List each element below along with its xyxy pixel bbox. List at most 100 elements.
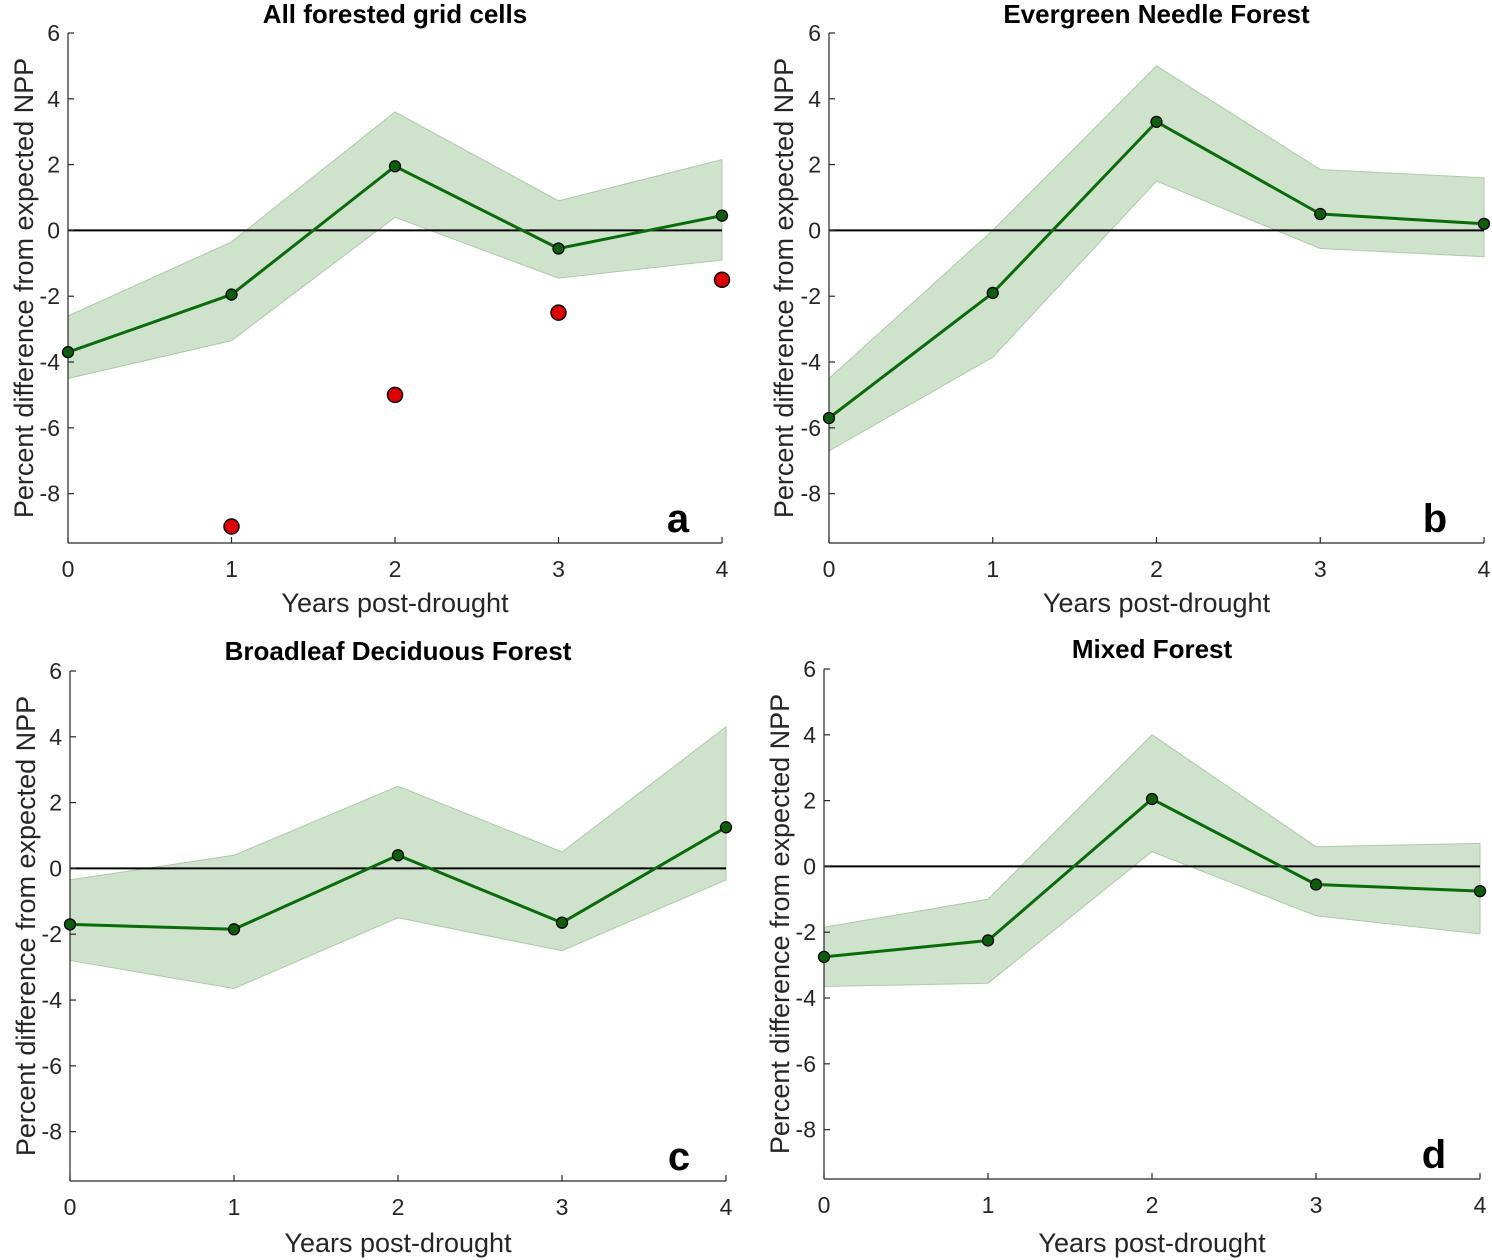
y-tick-label: 4 xyxy=(803,722,816,748)
y-axis-label: Percent difference from expected NPP xyxy=(9,58,39,518)
y-tick-label: 2 xyxy=(808,152,821,178)
y-tick-label: -4 xyxy=(40,349,61,375)
mean-point xyxy=(61,346,75,359)
y-tick-label: -6 xyxy=(801,415,821,441)
y-tick-label: 0 xyxy=(47,217,60,243)
red-point xyxy=(223,518,240,535)
chart-title: Broadleaf Deciduous Forest xyxy=(225,636,572,666)
x-tick-label: 0 xyxy=(64,1194,77,1220)
panel-d: 6 4 2 0 -2 -4 -6 -8 0 1 2 3 4 Mixed Forest Years post-… xyxy=(765,634,1487,1258)
x-tick-label: 4 xyxy=(1474,1192,1487,1218)
mean-point xyxy=(225,288,238,301)
y-axis-label: Percent difference from expected NPP xyxy=(11,696,41,1156)
x-axis-label: Years post-drought xyxy=(281,588,509,618)
y-tick-label: -4 xyxy=(796,985,817,1011)
mean-point xyxy=(555,916,569,929)
mean-point xyxy=(1309,878,1323,891)
x-tick-label: 2 xyxy=(389,556,402,582)
y-tick-label: 0 xyxy=(808,217,821,243)
mean-point xyxy=(715,209,729,222)
y-tick-label: -2 xyxy=(796,919,816,945)
x-axis-label: Years post-drought xyxy=(284,1228,512,1258)
x-tick-label: 2 xyxy=(392,1194,405,1220)
x-tick-label: 0 xyxy=(62,556,75,582)
mean-point xyxy=(1314,207,1327,221)
mean-point xyxy=(552,242,565,255)
x-tick-label: 3 xyxy=(556,1194,569,1220)
confidence-band xyxy=(828,65,1485,452)
y-tick-label: 0 xyxy=(49,855,62,881)
y-axis-label: Percent difference from expected NPP xyxy=(765,694,795,1154)
x-tick-label: 1 xyxy=(225,556,238,582)
mean-point xyxy=(1473,884,1487,898)
y-axis-label: Percent difference from expected NPP xyxy=(769,58,799,518)
y-tick-label: 4 xyxy=(49,724,62,750)
y-tick-label: 2 xyxy=(49,790,62,816)
y-tick-label: 6 xyxy=(47,20,60,46)
y-tick-label: -2 xyxy=(42,921,62,947)
panel-b: 6 4 2 0 -2 -4 -6 -8 0 1 2 3 4 Evergreen Needle Forest… xyxy=(769,0,1491,618)
y-tick-label: -8 xyxy=(42,1119,62,1145)
x-tick-label: 4 xyxy=(720,1194,733,1220)
chart-title: All forested grid cells xyxy=(263,0,527,29)
y-tick-label: 6 xyxy=(808,20,821,46)
x-axis-label: Years post-drought xyxy=(1043,588,1271,618)
x-tick-label: 3 xyxy=(1310,1192,1323,1218)
x-tick-label: 3 xyxy=(1314,556,1327,582)
mean-point xyxy=(719,821,733,834)
y-tick-label: -6 xyxy=(40,415,60,441)
y-tick-label: 4 xyxy=(808,86,821,112)
panel-letter: c xyxy=(668,1135,690,1179)
mean-point xyxy=(1477,217,1491,230)
panel-letter: a xyxy=(667,497,690,541)
panel-c: 6 4 2 0 -2 -4 -6 -8 0 1 2 3 4 Broadleaf Deciduous For… xyxy=(11,636,733,1258)
y-tick-label: 0 xyxy=(803,853,816,879)
panel-a: 6 4 2 0 -2 -4 -6 -8 0 1 2 3 4 All forested grid cells… xyxy=(9,0,731,618)
x-tick-label: 2 xyxy=(1146,1192,1159,1218)
y-tick-label: -4 xyxy=(42,987,63,1013)
mean-point xyxy=(1145,792,1159,806)
red-point xyxy=(386,386,404,404)
chart-title: Evergreen Needle Forest xyxy=(1003,0,1310,29)
x-tick-label: 3 xyxy=(552,556,565,582)
y-tick-label: -6 xyxy=(42,1053,62,1079)
y-tick-label: -8 xyxy=(801,481,821,507)
mean-point xyxy=(817,950,831,964)
confidence-band xyxy=(67,111,723,380)
mean-point xyxy=(986,286,999,300)
x-axis-label: Years post-drought xyxy=(1038,1228,1266,1258)
x-tick-label: 1 xyxy=(986,556,999,582)
red-point xyxy=(550,304,567,321)
mean-point xyxy=(63,918,77,931)
y-tick-label: -8 xyxy=(40,481,60,507)
x-tick-label: 1 xyxy=(228,1194,241,1220)
x-tick-label: 4 xyxy=(1478,556,1491,582)
x-tick-label: 4 xyxy=(716,556,729,582)
y-tick-label: 2 xyxy=(803,788,816,814)
mean-point xyxy=(822,411,836,425)
mean-point xyxy=(227,923,241,936)
x-tick-label: 0 xyxy=(823,556,836,582)
y-tick-label: 4 xyxy=(47,86,60,112)
y-tick-label: -6 xyxy=(796,1051,816,1077)
y-tick-label: 6 xyxy=(803,656,816,682)
y-tick-label: 6 xyxy=(49,658,62,684)
panel-letter: d xyxy=(1422,1133,1446,1177)
mean-point xyxy=(1150,115,1163,128)
confidence-band xyxy=(823,734,1481,988)
red-point xyxy=(713,271,731,289)
y-tick-label: -4 xyxy=(801,349,822,375)
y-tick-label: 2 xyxy=(47,152,60,178)
x-tick-label: 2 xyxy=(1150,556,1163,582)
x-tick-label: 0 xyxy=(818,1192,831,1218)
y-tick-label: -2 xyxy=(801,283,821,309)
panel-letter: b xyxy=(1423,497,1447,541)
y-tick-label: -8 xyxy=(796,1117,816,1143)
mean-point xyxy=(391,849,405,862)
x-tick-label: 1 xyxy=(982,1192,995,1218)
mean-point xyxy=(981,934,995,947)
y-tick-label: -2 xyxy=(40,283,60,309)
chart-title: Mixed Forest xyxy=(1072,634,1233,664)
mean-point xyxy=(388,160,402,173)
